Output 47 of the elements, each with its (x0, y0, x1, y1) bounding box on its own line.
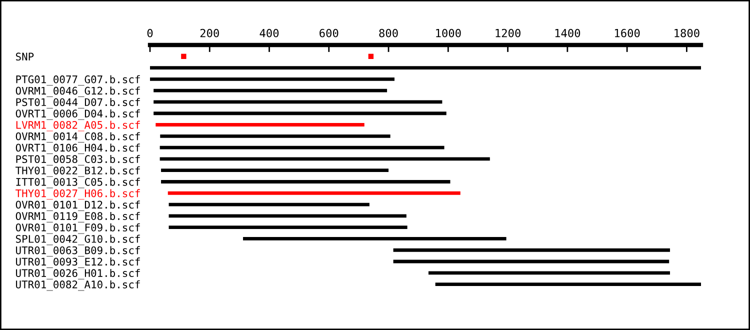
bar (243, 237, 506, 240)
bar (435, 282, 701, 286)
y-tick-label: SNP (16, 52, 34, 61)
y-tick-label: OVRM1_0046_G12.b.scf (16, 86, 140, 97)
y-tick-label: OVRM1_0014_C08.b.scf (16, 132, 140, 143)
x-tick-label: 400 (260, 28, 279, 38)
bar (150, 77, 394, 81)
y-tick-label: OVRT1_0006_D04.b.scf (16, 109, 140, 120)
bar (160, 146, 444, 150)
y-tick-label: UTR01_0093_E12.b.scf (16, 258, 140, 268)
bar (150, 66, 701, 70)
x-tick-label: 1000 (436, 28, 461, 38)
y-tick-label: PST01_0058_C03.b.scf (16, 154, 140, 166)
x-tick-label: 1800 (674, 28, 700, 38)
bar (161, 180, 450, 184)
x-tick-label: 600 (320, 28, 338, 38)
x-tick-label: 0 (147, 28, 153, 38)
bar (168, 191, 460, 195)
y-tick-label: PST01_0044_D07.b.scf (16, 98, 140, 108)
y-tick-label: ITT01_0013_C05.b.scf (16, 178, 140, 188)
x-tick-label: 1200 (496, 28, 520, 38)
y-tick-label: UTR01_0026_H01.b.scf (16, 268, 140, 280)
y-tick-label: OVR01_0101_D12.b.scf (16, 200, 140, 211)
x-tick-label: 1600 (615, 28, 640, 38)
bar (168, 226, 408, 230)
x-tick-label: 800 (379, 28, 398, 38)
y-tick-label: THY01_0027_H06.b.scf (16, 189, 140, 200)
bar (428, 271, 670, 275)
bar (393, 248, 670, 252)
bar (160, 157, 490, 161)
y-tick-label: OVRM1_0119_E08.b.scf (16, 212, 140, 222)
x-tick-label: 1400 (555, 28, 580, 38)
y-tick-label: SPL01_0042_G10.b.scf (16, 234, 140, 246)
y-tick-label: LVRM1_0082_A05.b.scf (16, 120, 140, 132)
bar (154, 112, 446, 116)
bar (161, 168, 389, 172)
bar (156, 123, 364, 126)
y-tick-label: OVRT1_0106_H04.b.scf (16, 144, 140, 154)
bar (160, 134, 390, 138)
bar (154, 88, 388, 92)
x-tick-label: 200 (200, 28, 219, 38)
y-tick-label: UTR01_0063_B09.b.scf (16, 246, 140, 257)
y-tick-label: PTG01_0077_G07.b.scf (16, 75, 140, 86)
bar (168, 214, 406, 218)
y-tick-label: THY01_0022_B12.b.scf (16, 166, 140, 177)
y-tick-label: UTR01_0082_A10.b.scf (16, 280, 140, 291)
y-tick-label: OVR01_0101_F09.b.scf (16, 223, 140, 234)
